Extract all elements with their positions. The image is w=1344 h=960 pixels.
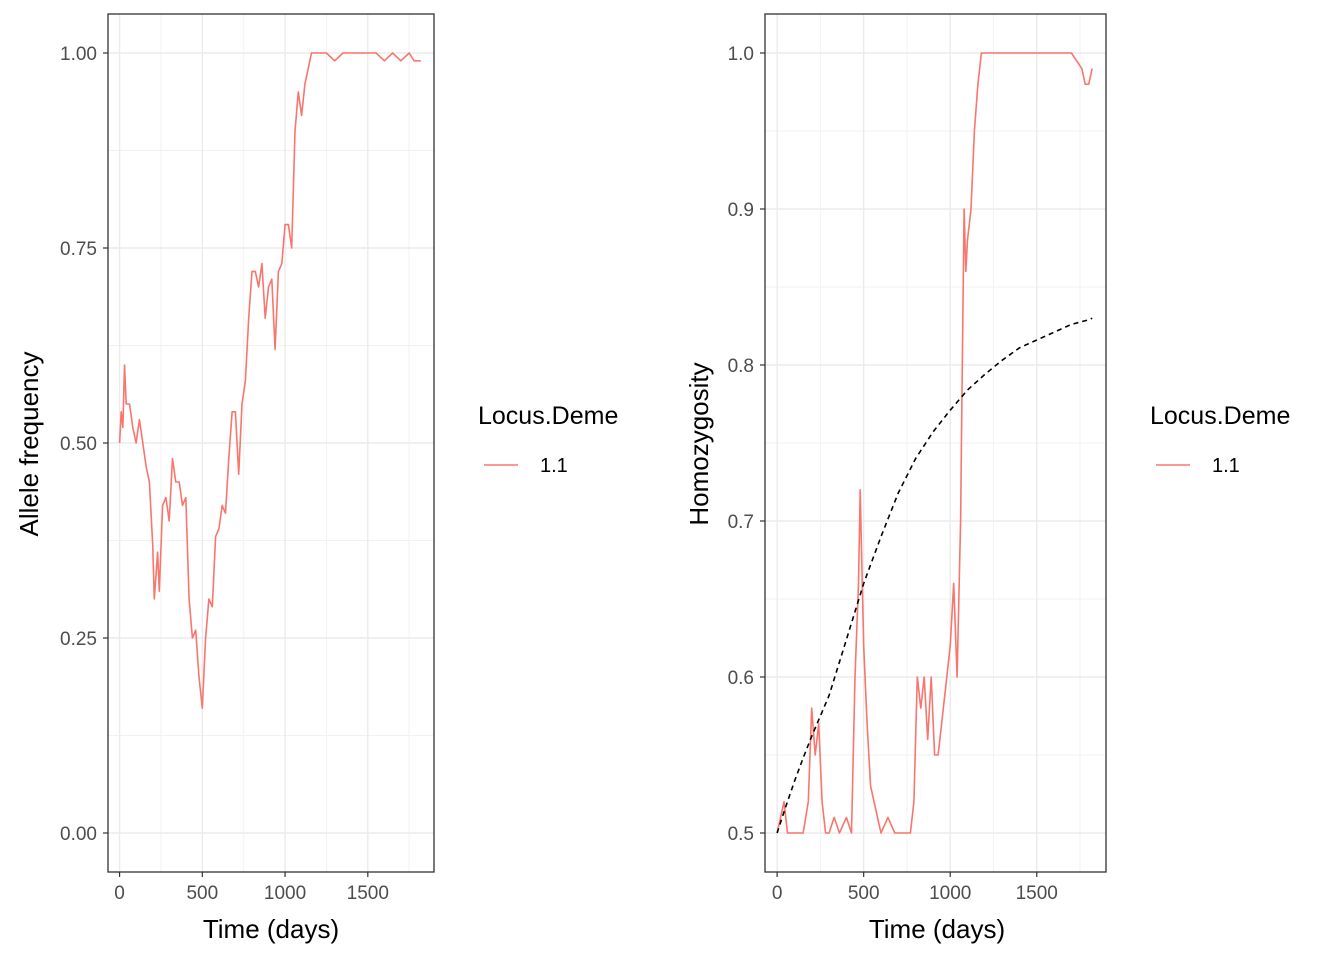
series-line-1-1 (118, 52, 421, 709)
x-tick-label: 1000 (929, 883, 971, 904)
panel-border (764, 13, 1107, 873)
x-axis-title: Time (days) (203, 914, 339, 944)
x-tick-label: 1000 (264, 883, 306, 904)
x-tick-label: 0 (114, 883, 125, 904)
y-tick-label: 0.50 (60, 434, 97, 455)
y-tick-label: 1.0 (728, 44, 754, 65)
legend-label: 1.1 (540, 455, 568, 477)
expected-homozygosity-line (776, 317, 1093, 834)
plot-area (108, 14, 434, 872)
y-tick-label: 0.25 (60, 629, 97, 650)
homozygosity-chart: Homozygosity Time (days) Locus.Deme 1.1 … (684, 13, 1290, 944)
x-tick-label: 0 (772, 883, 783, 904)
y-tick-label: 1.00 (60, 44, 97, 65)
x-tick-label: 1500 (1016, 883, 1058, 904)
y-tick-label: 0.8 (728, 356, 754, 377)
y-axis-title: Homozygosity (684, 362, 714, 525)
y-tick-label: 0.7 (728, 512, 754, 533)
series-line-1-1 (776, 52, 1093, 834)
legend: Locus.Deme 1.1 (1150, 402, 1290, 477)
legend-title: Locus.Deme (478, 402, 618, 430)
x-axis-title: Time (days) (869, 914, 1005, 944)
y-tick-label: 0.00 (60, 824, 97, 845)
x-tick-label: 1500 (347, 883, 389, 904)
legend-title: Locus.Deme (1150, 402, 1290, 430)
y-tick-label: 0.75 (60, 239, 97, 260)
panel-border (107, 13, 435, 873)
legend-label: 1.1 (1212, 455, 1240, 477)
x-tick-label: 500 (186, 883, 218, 904)
x-tick-label: 500 (848, 883, 880, 904)
plot-area (765, 14, 1106, 872)
allele-frequency-chart: Allele frequency Time (days) Locus.Deme … (14, 13, 618, 944)
y-tick-label: 0.9 (728, 200, 754, 221)
y-axis-title: Allele frequency (14, 352, 44, 537)
legend: Locus.Deme 1.1 (478, 402, 618, 477)
y-tick-label: 0.6 (728, 668, 754, 689)
y-tick-label: 0.5 (728, 824, 754, 845)
